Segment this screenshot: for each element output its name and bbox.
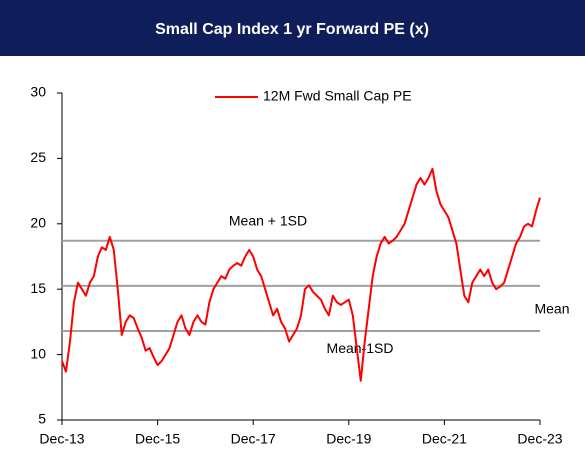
reference-label: Mean + 1SD [229,213,307,229]
x-tick-label: Dec-15 [135,431,180,447]
legend-label: 12M Fwd Small Cap PE [263,88,412,104]
x-tick-label: Dec-21 [422,431,467,447]
y-tick-label: 25 [30,149,46,165]
reference-label: Mean-1SD [327,340,394,356]
title-bar [0,0,585,56]
y-tick-label: 20 [30,215,46,231]
x-tick-label: Dec-19 [326,431,371,447]
y-tick-label: 10 [30,345,46,361]
y-tick-label: 30 [30,84,46,100]
series-line [61,167,541,382]
y-tick-label: 15 [30,280,46,296]
x-tick-label: Dec-23 [517,431,562,447]
x-tick-label: Dec-13 [39,431,84,447]
chart-title: Small Cap Index 1 yr Forward PE (x) [155,21,429,38]
y-tick-label: 5 [38,411,46,427]
reference-label: Mean [534,301,569,317]
x-tick-label: Dec-17 [231,431,276,447]
